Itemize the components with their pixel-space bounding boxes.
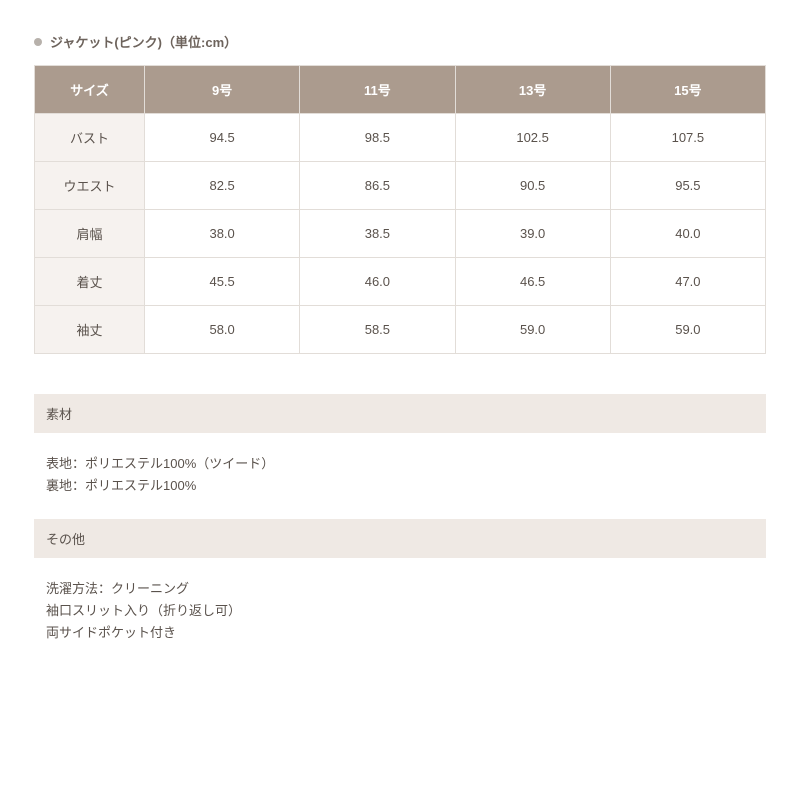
section-line: 両サイドポケット付き	[46, 622, 754, 644]
table-header-row: サイズ 9号 11号 13号 15号	[35, 66, 766, 114]
section-line: 洗濯方法：クリーニング	[46, 578, 754, 600]
cell-value: 59.0	[610, 306, 765, 354]
title-row: ジャケット(ピンク)（単位:cm）	[34, 32, 766, 51]
section-line: 裏地：ポリエステル100%	[46, 475, 754, 497]
table-row: 肩幅38.038.539.040.0	[35, 210, 766, 258]
section-body: 洗濯方法：クリーニング袖口スリット入り（折り返し可）両サイドポケット付き	[34, 558, 766, 666]
table-row: バスト94.598.5102.5107.5	[35, 114, 766, 162]
cell-value: 38.0	[145, 210, 300, 258]
cell-value: 46.5	[455, 258, 610, 306]
cell-value: 58.5	[300, 306, 455, 354]
cell-value: 94.5	[145, 114, 300, 162]
header-col: 11号	[300, 66, 455, 114]
cell-value: 90.5	[455, 162, 610, 210]
section-heading: その他	[34, 519, 766, 558]
table-row: 袖丈58.058.559.059.0	[35, 306, 766, 354]
cell-value: 47.0	[610, 258, 765, 306]
cell-value: 59.0	[455, 306, 610, 354]
cell-value: 82.5	[145, 162, 300, 210]
section-line: 表地：ポリエステル100%（ツイード）	[46, 453, 754, 475]
cell-value: 46.0	[300, 258, 455, 306]
cell-value: 98.5	[300, 114, 455, 162]
bullet-icon	[34, 38, 42, 46]
size-table: サイズ 9号 11号 13号 15号 バスト94.598.5102.5107.5…	[34, 65, 766, 354]
row-label: 着丈	[35, 258, 145, 306]
section-heading: 素材	[34, 394, 766, 433]
cell-value: 95.5	[610, 162, 765, 210]
cell-value: 40.0	[610, 210, 765, 258]
cell-value: 58.0	[145, 306, 300, 354]
section-line: 袖口スリット入り（折り返し可）	[46, 600, 754, 622]
header-col: 15号	[610, 66, 765, 114]
section-body: 表地：ポリエステル100%（ツイード）裏地：ポリエステル100%	[34, 433, 766, 519]
table-row: 着丈45.546.046.547.0	[35, 258, 766, 306]
header-col: 13号	[455, 66, 610, 114]
cell-value: 86.5	[300, 162, 455, 210]
cell-value: 39.0	[455, 210, 610, 258]
row-label: バスト	[35, 114, 145, 162]
header-col: 9号	[145, 66, 300, 114]
info-block: 素材表地：ポリエステル100%（ツイード）裏地：ポリエステル100%その他洗濯方…	[34, 394, 766, 666]
cell-value: 45.5	[145, 258, 300, 306]
row-label: 袖丈	[35, 306, 145, 354]
table-body: バスト94.598.5102.5107.5ウエスト82.586.590.595.…	[35, 114, 766, 354]
row-label: ウエスト	[35, 162, 145, 210]
cell-value: 102.5	[455, 114, 610, 162]
header-size: サイズ	[35, 66, 145, 114]
page-title: ジャケット(ピンク)（単位:cm）	[50, 32, 237, 51]
cell-value: 107.5	[610, 114, 765, 162]
cell-value: 38.5	[300, 210, 455, 258]
row-label: 肩幅	[35, 210, 145, 258]
table-row: ウエスト82.586.590.595.5	[35, 162, 766, 210]
